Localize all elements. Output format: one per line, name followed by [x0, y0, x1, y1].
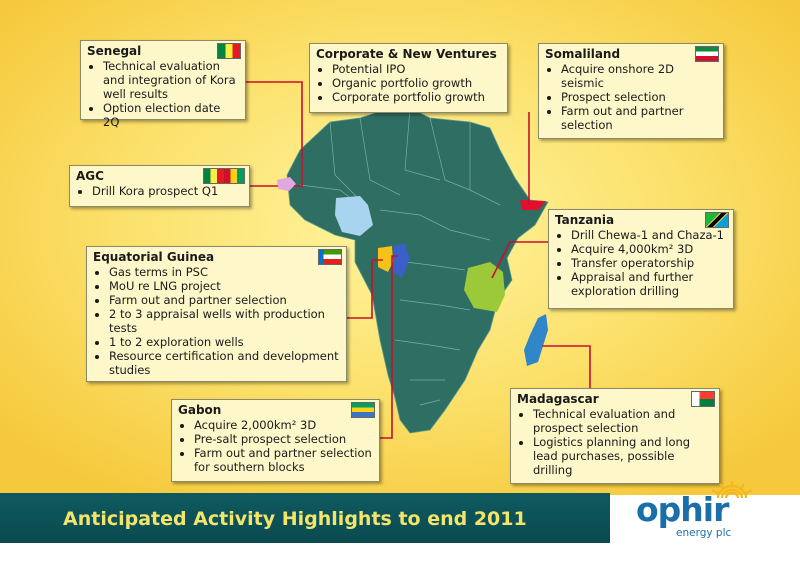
madagascar-item: Logistics planning and long lead purchas… [533, 435, 713, 477]
corporate-item: Corporate portfolio growth [332, 90, 501, 104]
ophir-logo: ophir energy plc [636, 478, 766, 548]
eq-guinea-flag-icon [318, 249, 342, 265]
somaliland-item: Prospect selection [561, 90, 717, 104]
eq-guinea-item: MoU re LNG project [109, 279, 340, 293]
tanzania-item: Drill Chewa-1 and Chaza-1 [571, 228, 727, 242]
eq-guinea-item: 2 to 3 appraisal wells with production t… [109, 307, 340, 335]
eq-guinea-title: Equatorial Guinea [93, 250, 215, 264]
tanzania-box: Tanzania Drill Chewa-1 and Chaza-1 Acqui… [548, 209, 734, 309]
eq-guinea-box: Equatorial Guinea Gas terms in PSC MoU r… [86, 246, 347, 382]
agc-area [277, 177, 296, 191]
senegal-flag-icon [217, 43, 241, 59]
agc-title: AGC [76, 169, 104, 183]
logo-subtitle: energy plc [676, 527, 732, 539]
tanzania-area [464, 262, 505, 312]
senegal-item: Technical evaluation and integration of … [103, 59, 239, 101]
madagascar-box: Madagascar Technical evaluation and pros… [510, 388, 720, 484]
agc-item: Drill Kora prospect Q1 [92, 184, 243, 198]
corporate-item: Organic portfolio growth [332, 76, 501, 90]
tanzania-item: Acquire 4,000km² 3D [571, 242, 727, 256]
tanzania-title: Tanzania [555, 213, 615, 227]
sun-rays-icon [711, 481, 753, 499]
eq-guinea-item: Gas terms in PSC [109, 265, 340, 279]
somaliland-area [520, 200, 546, 210]
somaliland-item: Acquire onshore 2D seismic [561, 62, 717, 90]
eq-guinea-area [378, 246, 393, 272]
somaliland-title: Somaliland [545, 47, 621, 61]
gabon-box: Gabon Acquire 2,000km² 3D Pre-salt prosp… [171, 399, 380, 482]
madagascar-title: Madagascar [517, 392, 599, 406]
agc-box: AGC Drill Kora prospect Q1 [69, 165, 250, 207]
senegal-item: Option election date 2Q [103, 101, 239, 129]
gabon-item: Acquire 2,000km² 3D [194, 418, 373, 432]
tanzania-item: Appraisal and further exploration drilli… [571, 270, 727, 298]
senegal-box: Senegal Technical evaluation and integra… [80, 40, 246, 129]
gabon-item: Farm out and partner selection for south… [194, 446, 373, 474]
eq-guinea-item: Resource certification and development s… [109, 349, 340, 377]
logo-wordmark: ophir [636, 490, 729, 529]
gabon-title: Gabon [178, 403, 222, 417]
corporate-item: Potential IPO [332, 62, 501, 76]
somaliland-item: Farm out and partner selection [561, 104, 717, 132]
madagascar-island [524, 314, 548, 366]
eq-guinea-item: Farm out and partner selection [109, 293, 340, 307]
madagascar-item: Technical evaluation and prospect select… [533, 407, 713, 435]
nigeria-area [335, 196, 373, 236]
tanzania-item: Transfer operatorship [571, 256, 727, 270]
madagascar-flag-icon [691, 391, 715, 407]
corporate-title: Corporate & New Ventures [316, 47, 497, 61]
slide-title: Anticipated Activity Highlights to end 2… [63, 508, 527, 530]
gabon-flag-icon [351, 402, 375, 418]
country-borders [299, 107, 501, 406]
senegal-title: Senegal [87, 44, 142, 58]
somaliland-box: Somaliland Acquire onshore 2D seismic Pr… [538, 43, 724, 139]
agc-flag-icon [203, 168, 245, 184]
connector-lines [246, 81, 591, 439]
tanzania-flag-icon [705, 212, 729, 228]
somaliland-flag-icon [695, 46, 719, 62]
eq-guinea-item: 1 to 2 exploration wells [109, 335, 340, 349]
gabon-area [393, 244, 410, 278]
corporate-box: Corporate & New Ventures Potential IPO O… [309, 43, 508, 113]
gabon-item: Pre-salt prospect selection [194, 432, 373, 446]
title-band [0, 493, 610, 543]
